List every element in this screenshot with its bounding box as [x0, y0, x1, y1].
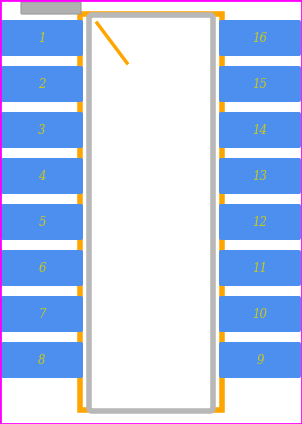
Text: 2: 2: [38, 78, 46, 90]
FancyBboxPatch shape: [1, 296, 83, 332]
Text: 13: 13: [252, 170, 268, 182]
FancyBboxPatch shape: [219, 296, 301, 332]
Text: 11: 11: [252, 262, 268, 274]
FancyBboxPatch shape: [1, 20, 83, 56]
Text: 9: 9: [256, 354, 264, 366]
Text: 1: 1: [38, 31, 46, 45]
FancyBboxPatch shape: [89, 15, 213, 411]
Text: 8: 8: [38, 354, 46, 366]
FancyBboxPatch shape: [219, 342, 301, 378]
FancyBboxPatch shape: [219, 204, 301, 240]
Text: 12: 12: [252, 215, 268, 229]
Text: 16: 16: [252, 31, 268, 45]
Text: 3: 3: [38, 123, 46, 137]
FancyBboxPatch shape: [1, 342, 83, 378]
FancyBboxPatch shape: [219, 250, 301, 286]
FancyBboxPatch shape: [219, 66, 301, 102]
FancyBboxPatch shape: [219, 158, 301, 194]
FancyBboxPatch shape: [1, 66, 83, 102]
Text: 10: 10: [252, 307, 268, 321]
Text: 7: 7: [38, 307, 46, 321]
FancyBboxPatch shape: [1, 204, 83, 240]
FancyBboxPatch shape: [219, 20, 301, 56]
FancyBboxPatch shape: [1, 158, 83, 194]
Text: 15: 15: [252, 78, 268, 90]
Bar: [80, 14, 222, 410]
Text: 4: 4: [38, 170, 46, 182]
FancyBboxPatch shape: [21, 2, 81, 14]
Text: 6: 6: [38, 262, 46, 274]
FancyBboxPatch shape: [1, 250, 83, 286]
FancyBboxPatch shape: [219, 112, 301, 148]
Text: 5: 5: [38, 215, 46, 229]
Text: 14: 14: [252, 123, 268, 137]
FancyBboxPatch shape: [1, 112, 83, 148]
